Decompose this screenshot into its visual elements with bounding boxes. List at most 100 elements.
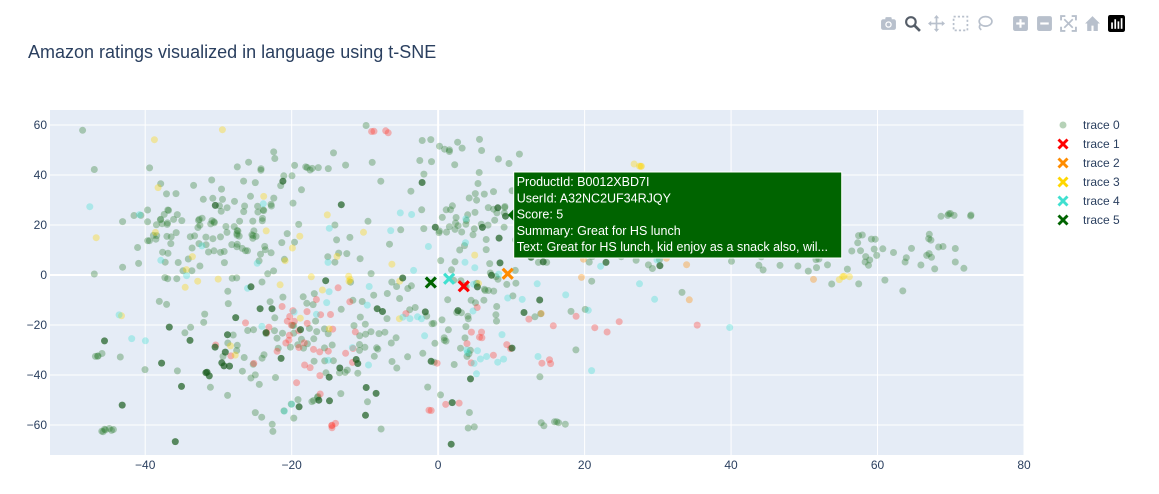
scatter-point[interactable] — [249, 234, 257, 242]
zoom-in-icon[interactable] — [1010, 13, 1030, 33]
scatter-point[interactable] — [395, 315, 403, 323]
scatter-point[interactable] — [951, 245, 959, 252]
scatter-point[interactable] — [500, 355, 508, 363]
scatter-point[interactable] — [233, 227, 241, 234]
scatter-point[interactable] — [447, 440, 455, 448]
scatter-point[interactable] — [484, 221, 492, 229]
scatter-point[interactable] — [289, 307, 297, 315]
scatter-point[interactable] — [194, 224, 202, 231]
scatter-point[interactable] — [209, 235, 217, 243]
scatter-point[interactable] — [935, 243, 943, 251]
scatter-point[interactable] — [431, 339, 439, 347]
scatter-point[interactable] — [218, 185, 225, 193]
scatter-point[interactable] — [163, 190, 170, 198]
scatter-point[interactable] — [464, 424, 472, 432]
scatter-point[interactable] — [173, 367, 181, 375]
scatter-point[interactable] — [158, 359, 166, 367]
scatter-point[interactable] — [854, 239, 862, 247]
scatter-point[interactable] — [454, 222, 462, 230]
scatter-point[interactable] — [490, 287, 498, 295]
scatter-point[interactable] — [261, 242, 269, 250]
scatter-point[interactable] — [414, 313, 421, 321]
scatter-point[interactable] — [262, 227, 270, 235]
scatter-point[interactable] — [483, 353, 491, 360]
scatter-point[interactable] — [373, 305, 381, 313]
scatter-point[interactable] — [295, 403, 303, 411]
scatter-point[interactable] — [396, 295, 404, 302]
scatter-point[interactable] — [927, 236, 935, 244]
scatter-point[interactable] — [287, 400, 295, 408]
scatter-point[interactable] — [211, 201, 219, 209]
scatter-point[interactable] — [233, 231, 241, 239]
scatter-point[interactable] — [511, 266, 519, 274]
scatter-point[interactable] — [327, 311, 334, 318]
scatter-point[interactable] — [368, 128, 376, 135]
scatter-point[interactable] — [247, 374, 255, 382]
scatter-point[interactable] — [931, 265, 939, 273]
legend-item-trace-2[interactable]: trace 2 — [1057, 156, 1121, 170]
scatter-point[interactable] — [135, 259, 143, 267]
scatter-point[interactable] — [546, 356, 553, 364]
scatter-point[interactable] — [307, 273, 315, 281]
scatter-point[interactable] — [92, 234, 100, 242]
scatter-point[interactable] — [464, 211, 472, 219]
scatter-point[interactable] — [217, 248, 224, 256]
scatter-point[interactable] — [493, 317, 500, 325]
scatter-point[interactable] — [945, 210, 953, 218]
scatter-point[interactable] — [210, 219, 218, 227]
scatter-point[interactable] — [496, 259, 504, 267]
scatter-point[interactable] — [925, 230, 933, 238]
scatter-point[interactable] — [588, 277, 596, 285]
scatter-point[interactable] — [365, 283, 373, 290]
scatter-point[interactable] — [173, 211, 181, 219]
scatter-point[interactable] — [451, 258, 459, 266]
scatter-point[interactable] — [461, 334, 469, 342]
scatter-point[interactable] — [555, 419, 563, 427]
scatter-point[interactable] — [283, 230, 291, 238]
scatter-point[interactable] — [191, 232, 199, 240]
scatter-point[interactable] — [843, 265, 851, 273]
scatter-point[interactable] — [94, 352, 102, 360]
scatter-point[interactable] — [482, 236, 490, 243]
scatter-point[interactable] — [173, 275, 181, 283]
scatter-point[interactable] — [442, 337, 450, 345]
scatter-point[interactable] — [870, 245, 878, 253]
scatter-point[interactable] — [442, 400, 450, 408]
scatter-point[interactable] — [410, 266, 418, 274]
scatter-point[interactable] — [442, 206, 450, 214]
highlighted-point-trace-5[interactable] — [424, 276, 437, 289]
scatter-point[interactable] — [256, 305, 264, 313]
scatter-point[interactable] — [420, 170, 428, 178]
scatter-point[interactable] — [881, 276, 889, 284]
scatter-point[interactable] — [461, 258, 469, 266]
scatter-point[interactable] — [233, 347, 241, 354]
scatter-point[interactable] — [321, 344, 328, 352]
scatter-point[interactable] — [222, 223, 230, 230]
scatter-point[interactable] — [310, 335, 318, 343]
scatter-point[interactable] — [293, 379, 301, 387]
scatter-point[interactable] — [282, 339, 290, 347]
legend-item-trace-1[interactable]: trace 1 — [1057, 137, 1121, 151]
scatter-point[interactable] — [164, 275, 172, 283]
scatter-point[interactable] — [445, 148, 453, 155]
scatter-point[interactable] — [450, 361, 458, 368]
scatter-point[interactable] — [467, 359, 475, 367]
scatter-point[interactable] — [470, 359, 478, 367]
scatter-point[interactable] — [324, 165, 332, 173]
scatter-point[interactable] — [278, 239, 286, 247]
scatter-point[interactable] — [418, 137, 426, 144]
scatter-point[interactable] — [195, 215, 203, 223]
series-trace-0[interactable] — [79, 122, 975, 436]
scatter-point[interactable] — [538, 359, 546, 367]
scatter-point[interactable] — [146, 237, 153, 245]
scatter-point[interactable] — [310, 345, 317, 353]
scatter-point[interactable] — [839, 273, 847, 281]
scatter-point[interactable] — [584, 306, 592, 314]
scatter-point[interactable] — [362, 411, 369, 419]
scatter-point[interactable] — [134, 244, 142, 251]
scatter-point[interactable] — [267, 200, 275, 208]
scatter-point[interactable] — [280, 407, 288, 415]
scatter-point[interactable] — [356, 341, 363, 348]
scatter-point[interactable] — [363, 301, 371, 309]
scatter-point[interactable] — [337, 390, 345, 398]
